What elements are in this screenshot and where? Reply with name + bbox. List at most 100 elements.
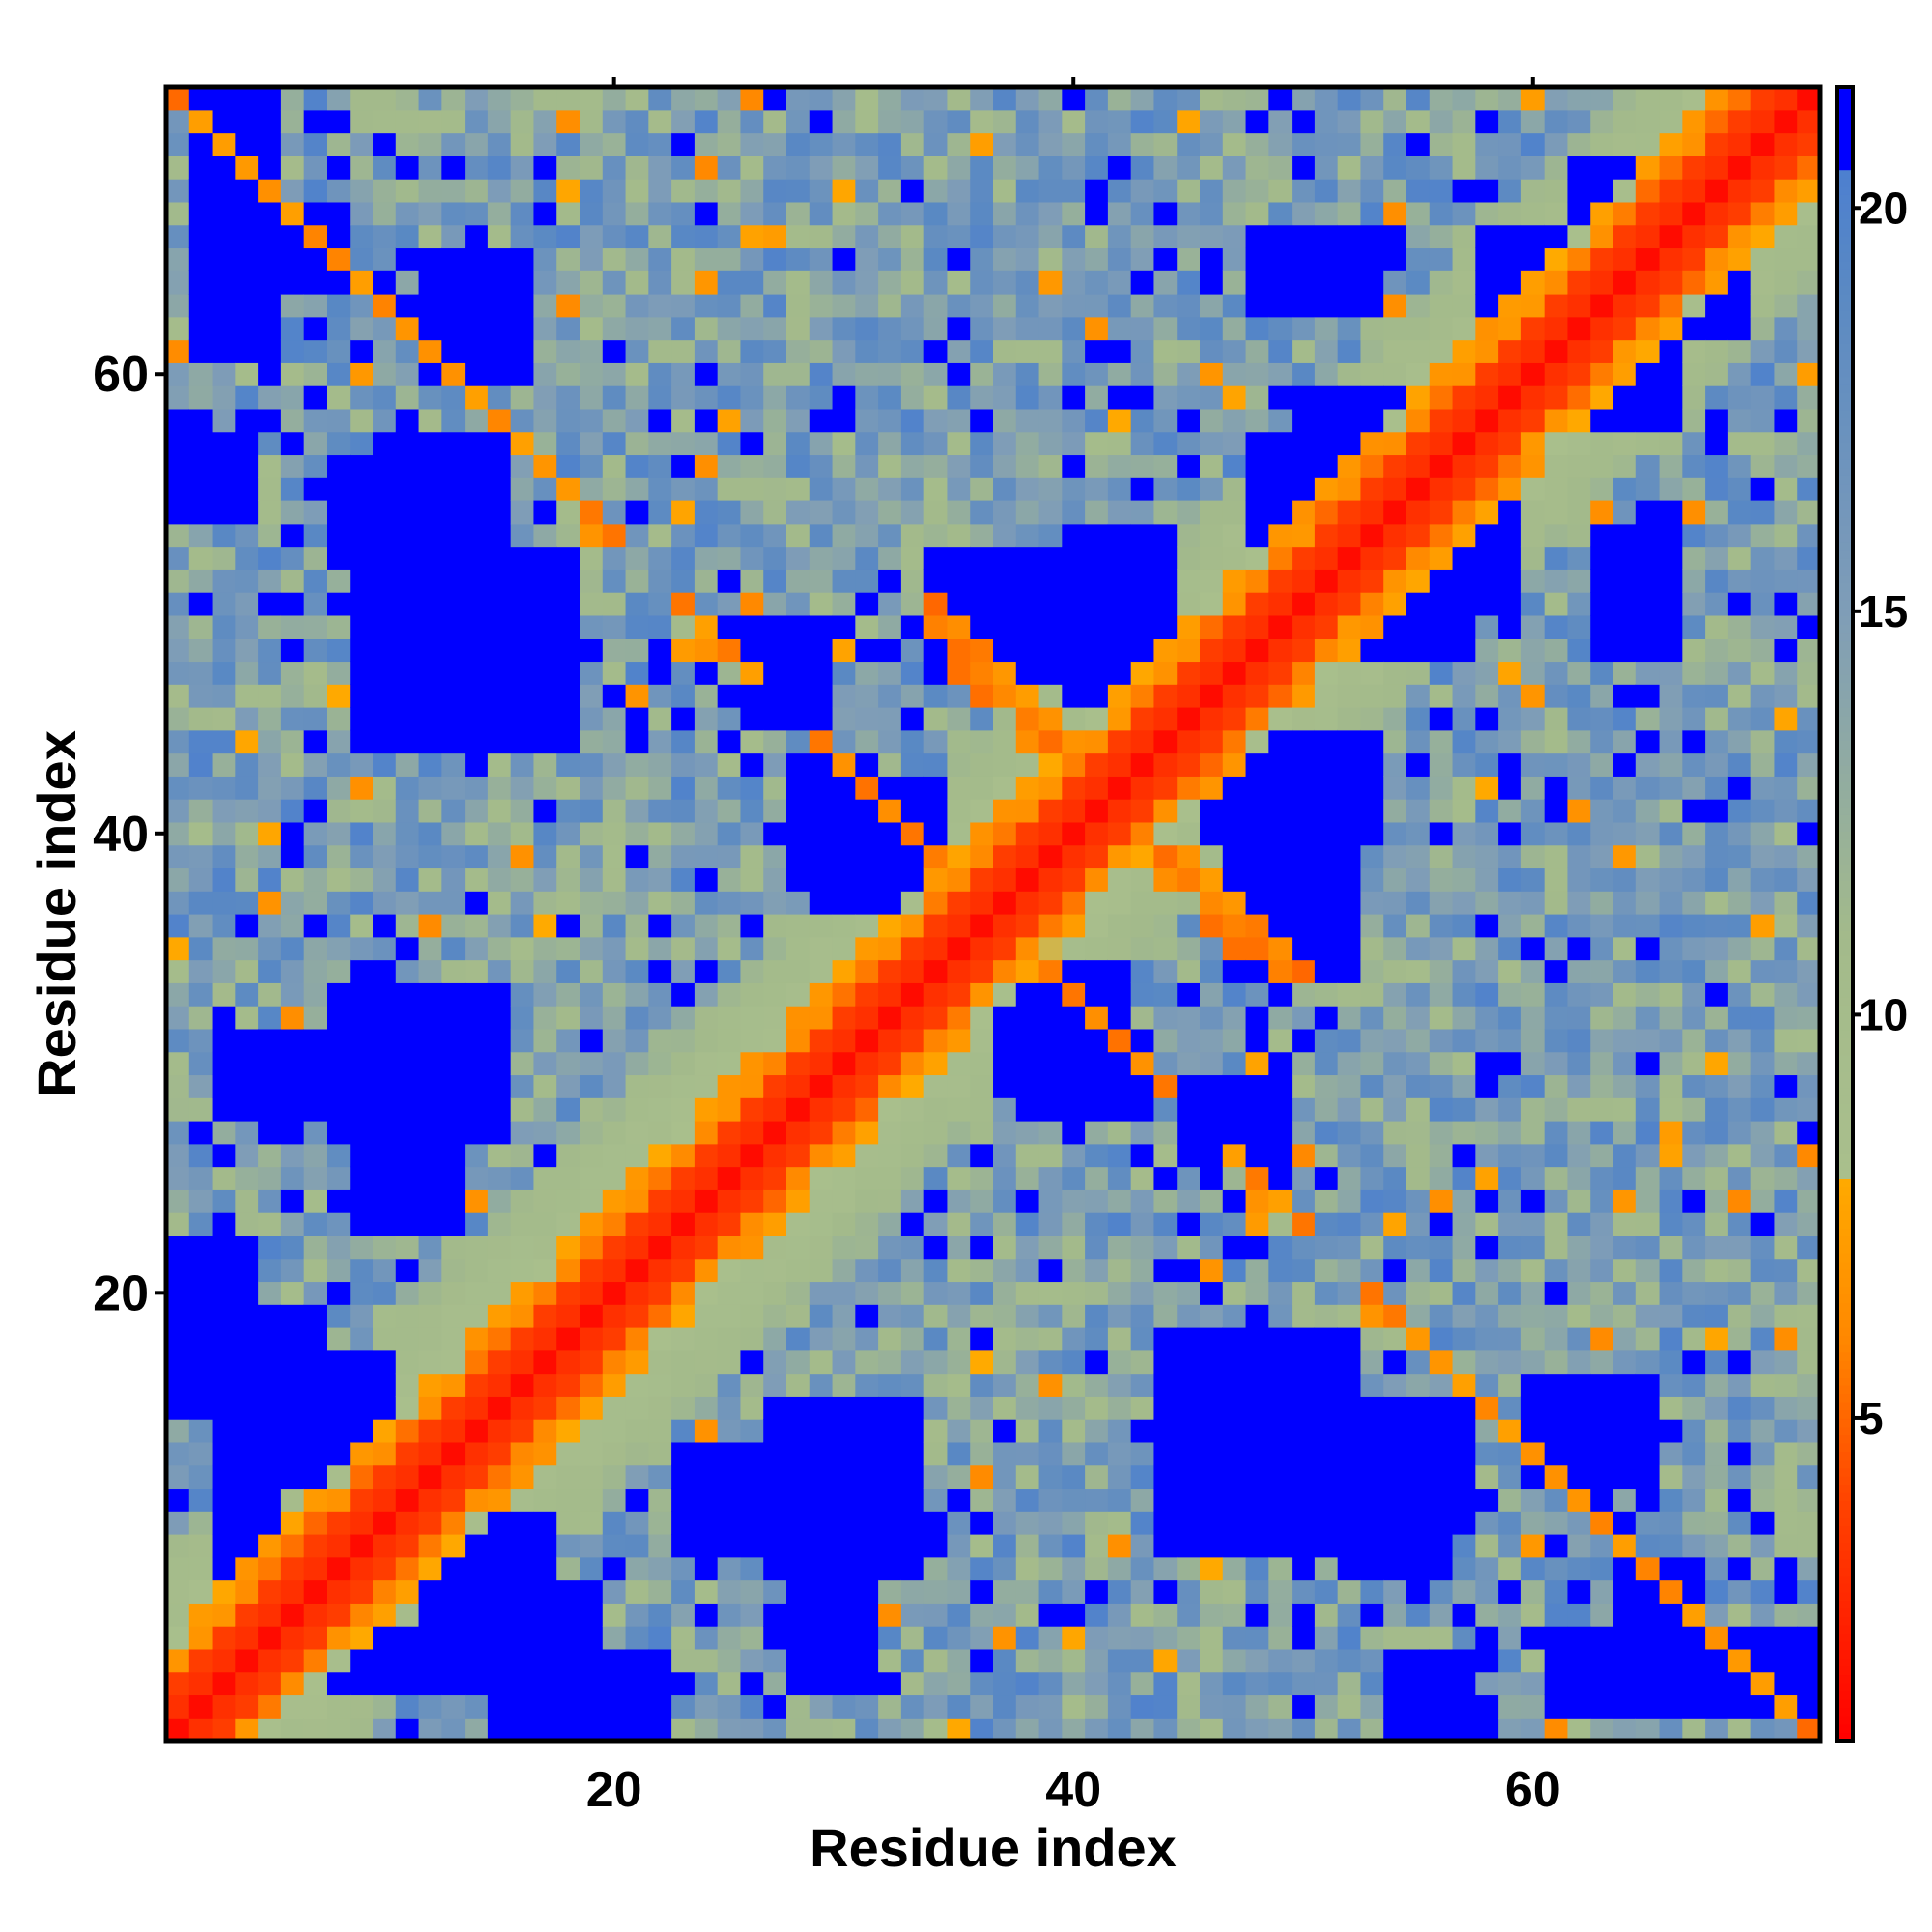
heatmap-cell [1062,431,1086,456]
heatmap-cell [166,500,190,525]
heatmap-cell [303,684,328,708]
heatmap-cell [280,546,305,570]
heatmap-cell [1498,638,1522,663]
heatmap-cell [1520,844,1546,869]
heatmap-cell [1727,1212,1752,1236]
heatmap-cell [1682,914,1706,938]
heatmap-cell [1383,1281,1407,1305]
heatmap-cell [1475,1212,1499,1236]
heatmap-cell [1200,1327,1224,1351]
heatmap-cell [1406,936,1431,961]
heatmap-cell [1520,1350,1546,1375]
heatmap-cell [1383,1396,1407,1420]
heatmap-cell [1567,1212,1591,1236]
heatmap-cell [1107,316,1132,341]
heatmap-cell [855,753,879,777]
heatmap-cell [1635,179,1661,203]
heatmap-cell [1337,294,1362,318]
heatmap-cell [717,1028,742,1053]
heatmap-cell [1245,385,1269,410]
heatmap-cell [1613,339,1637,363]
heatmap-cell [1567,224,1591,249]
heatmap-cell [786,569,810,593]
heatmap-cell [970,201,994,226]
heatmap-cell [1520,224,1546,249]
heatmap-cell [1200,707,1224,731]
heatmap-cell [1268,179,1293,203]
heatmap-cell [303,1396,328,1420]
heatmap-cell [1360,477,1384,501]
heatmap-cell [280,132,305,156]
heatmap-cell [717,1327,742,1351]
heatmap-cell [970,1304,994,1328]
heatmap-cell [855,1488,879,1512]
heatmap-cell [166,1419,190,1443]
heatmap-cell [1613,1694,1637,1719]
heatmap-cell [1222,982,1247,1007]
heatmap-cell [717,156,742,180]
heatmap-cell [625,1350,649,1375]
heatmap-cell [923,109,949,134]
heatmap-cell [1727,614,1752,639]
heatmap-cell [418,1373,442,1397]
heatmap-cell [1682,1028,1706,1053]
heatmap-cell [1177,294,1201,318]
heatmap-cell [441,914,466,938]
heatmap-cell [465,477,489,501]
heatmap-cell [1406,1579,1431,1604]
heatmap-cell [1038,1511,1063,1535]
heatmap-cell [395,1488,420,1512]
heatmap-cell [671,362,696,386]
heatmap-cell [1475,914,1499,938]
heatmap-cell [671,638,696,663]
heatmap-cell [1498,1626,1522,1650]
heatmap-cell [878,87,902,111]
heatmap-cell [373,1671,397,1696]
heatmap-cell [441,1212,466,1236]
heatmap-cell [1177,201,1201,226]
heatmap-cell [855,959,879,983]
heatmap-cell [1544,1166,1569,1190]
heatmap-cell [671,936,696,961]
heatmap-cell [786,1327,810,1351]
heatmap-cell [1452,959,1476,983]
heatmap-cell [648,684,672,708]
heatmap-cell [1498,1441,1522,1466]
heatmap-cell [418,661,442,685]
heatmap-cell [212,707,236,731]
heatmap-cell [1222,891,1247,915]
heatmap-cell [418,1464,442,1490]
heatmap-cell [1292,247,1316,271]
heatmap-cell [1544,294,1569,318]
heatmap-cell [1520,1626,1546,1650]
heatmap-cell [1475,753,1499,777]
heatmap-cell [1222,1534,1247,1558]
heatmap-cell [327,614,351,639]
heatmap-cell [1292,1327,1316,1351]
heatmap-cell [1590,821,1614,846]
heatmap-cell [212,1327,236,1351]
heatmap-cell [166,385,190,410]
heatmap-cell [1360,867,1384,892]
heatmap-cell [212,729,236,754]
heatmap-cell [1544,224,1569,249]
heatmap-cell [947,891,971,915]
heatmap-cell [556,201,581,226]
heatmap-cell [1360,1258,1384,1283]
heatmap-cell [1383,1166,1407,1190]
heatmap-cell [235,1419,259,1443]
heatmap-cell [580,1121,604,1145]
heatmap-cell [1727,294,1752,318]
heatmap-cell [648,1694,672,1719]
heatmap-cell [1130,294,1155,318]
heatmap-cell [923,408,949,433]
heatmap-cell [1682,638,1706,663]
heatmap-cell [832,1212,856,1236]
heatmap-cell [1613,1556,1637,1581]
heatmap-cell [1406,1097,1431,1122]
heatmap-cell [694,500,719,525]
heatmap-cell [740,753,764,777]
heatmap-cell [947,1006,971,1030]
heatmap-cell [1613,500,1637,525]
heatmap-cell [1429,1603,1454,1627]
